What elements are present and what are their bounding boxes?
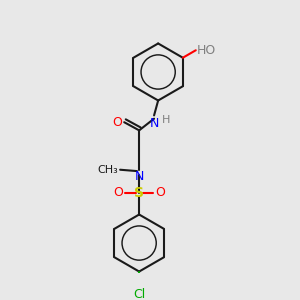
Text: Cl: Cl (133, 288, 145, 300)
Text: H: H (162, 115, 170, 125)
Text: HO: HO (197, 44, 216, 57)
Text: N: N (149, 117, 159, 130)
Text: S: S (134, 186, 144, 200)
Text: CH₃: CH₃ (97, 165, 118, 175)
Text: O: O (155, 186, 165, 199)
Text: O: O (112, 116, 122, 129)
Text: N: N (134, 170, 144, 183)
Text: O: O (113, 186, 123, 199)
